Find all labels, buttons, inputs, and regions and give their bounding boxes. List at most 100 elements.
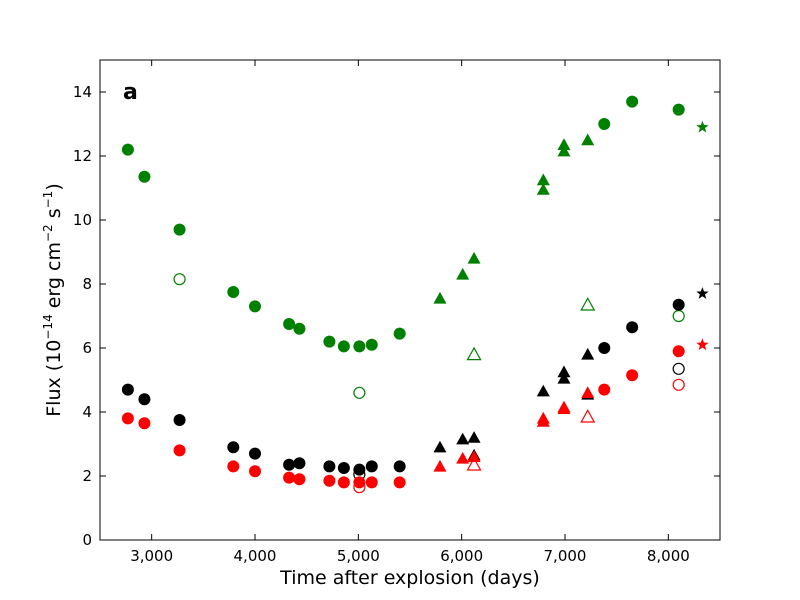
- y-tick-label: 2: [82, 467, 92, 485]
- red-filled-circles-point: [121, 412, 134, 425]
- black-filled-circles-point: [283, 458, 296, 471]
- y-tick-label: 10: [73, 211, 92, 229]
- red-open-triangles-point: [580, 409, 596, 423]
- plot-frame: [99, 59, 721, 541]
- red-filled-circles-point: [598, 383, 611, 396]
- green-open-triangles-point: [580, 297, 596, 311]
- data-markers: [121, 95, 709, 494]
- y-tick-label: 6: [82, 339, 92, 357]
- black-filled-triangles-point: [456, 432, 470, 445]
- green-open-circles-point: [353, 386, 366, 399]
- panel-label: a: [123, 80, 138, 105]
- green-filled-triangles-point: [536, 183, 550, 195]
- green-filled-triangles-point: [456, 267, 470, 280]
- green-filled-triangles-point: [557, 138, 571, 150]
- green-filled-triangles-point: [433, 291, 447, 304]
- green-filled-circles-point: [323, 335, 336, 348]
- red-filled-circles-point: [249, 465, 261, 478]
- y-tick-label: 8: [82, 275, 92, 293]
- black-filled-circles-point: [249, 447, 261, 460]
- black-filled-circles-point: [393, 460, 406, 473]
- y-label-exp-1: −14: [41, 314, 55, 339]
- green-filled-triangles-point: [536, 173, 550, 186]
- x-tick-label: 4,000: [234, 547, 277, 565]
- y-tick-label: 4: [82, 403, 92, 421]
- x-tick-label: 3,000: [130, 547, 173, 565]
- green-filled-circles-point: [173, 223, 186, 236]
- black-filled-circles-point: [227, 441, 240, 454]
- y-axis-label: Flux (10−14 erg cm−2 s−1): [41, 183, 65, 417]
- black-filled-circles-point: [173, 414, 186, 426]
- black-filled-circles-point: [293, 457, 306, 470]
- x-tick-label: 5,000: [337, 547, 380, 565]
- green-filled-triangles-point: [557, 144, 571, 157]
- y-label-exp-3: −1: [41, 191, 55, 209]
- green-filled-circles-point: [353, 340, 366, 353]
- y-tick-label: 12: [73, 147, 92, 165]
- green-filled-triangles-point: [581, 133, 595, 146]
- red-filled-triangles-point: [536, 415, 550, 427]
- black-filled-triangles-point: [433, 440, 447, 453]
- red-filled-circles-point: [283, 471, 296, 484]
- green-filled-triangles-point: [467, 251, 481, 264]
- red-filled-circles-point: [323, 474, 336, 487]
- y-label-exp-2: −2: [41, 224, 55, 242]
- red-open-circles-point: [672, 378, 685, 391]
- red-filled-circles-point: [353, 476, 366, 489]
- black-filled-triangles-point: [557, 365, 571, 378]
- red-filled-circles-point: [173, 444, 186, 457]
- x-axis-label: Time after explosion (days): [279, 567, 540, 589]
- y-tick-label: 0: [82, 531, 92, 549]
- y-label-close: ): [43, 183, 65, 190]
- black-filled-triangles-point: [557, 371, 571, 384]
- green-filled-circles-point: [365, 338, 378, 351]
- black-filled-circles-point: [323, 460, 336, 473]
- red-open-triangles-point: [466, 457, 482, 471]
- black-filled-triangles-point: [536, 384, 550, 397]
- y-label-part-3: s: [43, 208, 65, 224]
- green-open-circles-point: [173, 273, 186, 286]
- green-filled-circles-point: [249, 300, 261, 313]
- black-filled-circles-point: [121, 383, 134, 396]
- black-star-point: [696, 287, 709, 299]
- black-filled-circles-point: [337, 462, 350, 474]
- black-filled-circles-point: [138, 393, 151, 406]
- red-filled-circles-point: [393, 476, 406, 489]
- green-filled-circles-point: [121, 143, 134, 156]
- red-filled-circles-point: [365, 476, 378, 489]
- red-filled-circles-point: [227, 460, 240, 473]
- green-filled-circles-point: [138, 170, 151, 183]
- green-filled-circles-point: [283, 318, 296, 330]
- black-filled-triangles-point: [467, 431, 481, 443]
- red-filled-circles-point: [293, 473, 306, 486]
- green-filled-circles-point: [337, 340, 350, 353]
- red-filled-triangles-point: [433, 459, 447, 472]
- red-filled-triangles-point: [467, 450, 481, 462]
- green-open-circles-point: [672, 309, 685, 323]
- green-star-point: [696, 120, 709, 133]
- black-filled-circles-point: [353, 463, 366, 476]
- green-filled-circles-point: [393, 327, 406, 340]
- red-filled-triangles-point: [581, 386, 595, 398]
- red-filled-triangles-point: [557, 402, 571, 414]
- red-open-circles-point: [353, 481, 366, 494]
- y-label-part-2: erg cm: [43, 242, 65, 314]
- green-filled-circles-point: [672, 103, 685, 116]
- x-tick-label: 8,000: [647, 547, 690, 565]
- green-filled-circles-point: [227, 286, 240, 298]
- y-tick-label: 14: [73, 83, 92, 101]
- red-filled-circles-point: [138, 417, 151, 430]
- x-axis: 3,000 4,000 5,000 6,000 7,000 8,000: [130, 60, 690, 565]
- x-tick-label: 7,000: [544, 547, 587, 565]
- red-filled-circles-point: [337, 476, 350, 489]
- green-filled-circles-point: [626, 95, 639, 108]
- black-filled-circles-point: [672, 298, 685, 311]
- y-axis: 0 2 4 6 8 10 12 14: [73, 83, 720, 549]
- green-filled-circles-point: [293, 322, 306, 335]
- green-open-triangles-point: [466, 346, 482, 361]
- black-filled-triangles-point: [581, 347, 595, 360]
- black-filled-circles-point: [626, 321, 639, 334]
- black-filled-circles-point: [598, 342, 611, 354]
- black-filled-circles-point: [365, 460, 378, 473]
